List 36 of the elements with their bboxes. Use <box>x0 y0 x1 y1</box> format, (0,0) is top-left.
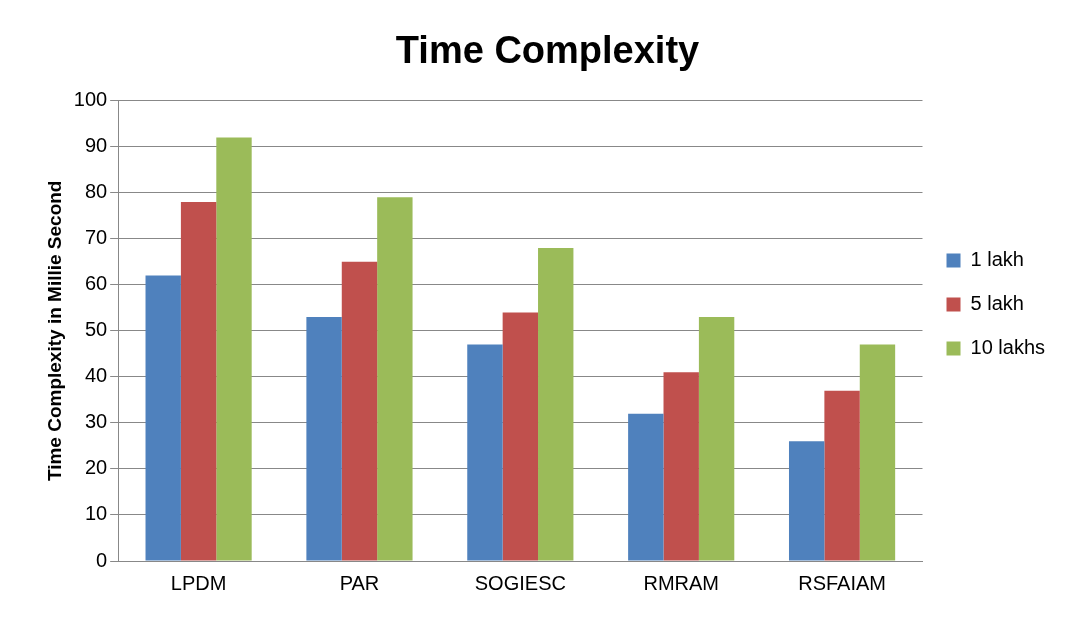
y-tick-label: 10 <box>84 502 108 525</box>
bar <box>663 372 699 561</box>
y-tick-label: 0 <box>96 548 108 571</box>
bar <box>216 137 252 561</box>
legend-label: 5 lakh <box>970 292 1024 315</box>
y-tick-label: 70 <box>84 226 108 249</box>
bar <box>859 344 896 561</box>
y-tick-label: 30 <box>84 410 108 433</box>
bar <box>824 390 860 561</box>
x-tick-label: SOGIESC <box>474 571 566 594</box>
y-tick-label: 50 <box>84 318 108 341</box>
bar <box>467 344 503 561</box>
bar <box>377 197 413 561</box>
y-tick-label: 90 <box>84 134 108 157</box>
bar <box>341 261 378 561</box>
x-tick-label: RMRAM <box>643 571 719 594</box>
y-axis-title: Time Complexity in Millie Second <box>43 180 65 482</box>
bar <box>306 316 342 561</box>
x-tick-label: RSFAIAM <box>798 571 886 594</box>
legend-label: 10 lakhs <box>970 336 1046 359</box>
y-tick-label: 80 <box>84 180 108 203</box>
bar <box>788 441 825 561</box>
bar <box>538 247 574 561</box>
y-tick-label: 60 <box>84 272 108 295</box>
chart-title: Time Complexity <box>395 29 700 72</box>
legend-label: 1 lakh <box>970 248 1024 271</box>
x-tick-label: PAR <box>339 571 380 594</box>
bar <box>628 413 664 561</box>
y-tick-label: 40 <box>84 364 108 387</box>
y-tick-label: 100 <box>73 88 108 111</box>
x-tick-label: LPDM <box>170 571 227 594</box>
bar <box>145 275 181 561</box>
bar <box>698 316 735 561</box>
y-tick-label: 20 <box>84 456 108 479</box>
bar <box>180 201 217 561</box>
bar <box>502 312 539 561</box>
